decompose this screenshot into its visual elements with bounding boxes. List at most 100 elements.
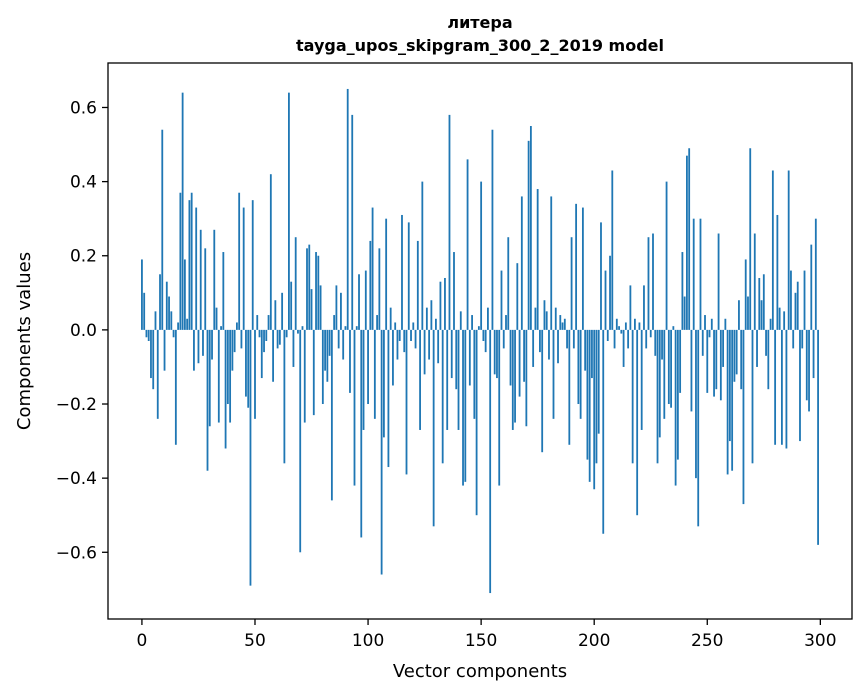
bar-72 — [303, 329, 306, 423]
bar-30 — [208, 329, 211, 427]
bar-168 — [520, 196, 523, 330]
bar-150 — [480, 181, 483, 330]
bar-52 — [258, 329, 261, 338]
bar-179 — [545, 311, 548, 330]
bar-112 — [394, 322, 397, 330]
bar-241 — [686, 155, 688, 330]
bar-159 — [500, 270, 503, 330]
bar-294 — [805, 329, 808, 401]
bar-270 — [751, 329, 754, 464]
bar-237 — [676, 329, 679, 460]
bar-263 — [735, 329, 738, 375]
bar-288 — [792, 329, 795, 349]
bar-184 — [557, 329, 559, 364]
bar-103 — [373, 329, 376, 419]
bar-283 — [780, 329, 783, 445]
bar-109 — [387, 329, 390, 468]
bar-69 — [297, 329, 299, 334]
x-axis-ticks: 0 50 100 150 200 250 300 — [137, 619, 837, 651]
x-tick-label: 0 — [137, 631, 148, 651]
bar-70 — [299, 329, 302, 553]
bar-24 — [195, 207, 198, 330]
bar-211 — [618, 326, 620, 330]
bar-67 — [292, 329, 295, 367]
bar-219 — [636, 329, 639, 516]
bar-189 — [568, 329, 571, 445]
bar-75 — [310, 289, 313, 330]
bar-157 — [496, 329, 498, 379]
bar-121 — [414, 329, 417, 349]
bar-180 — [548, 329, 550, 360]
bar-47 — [247, 329, 250, 408]
bar-204 — [602, 329, 605, 534]
bar-13 — [170, 311, 173, 330]
bar-153 — [487, 307, 489, 330]
bar-282 — [778, 307, 781, 330]
bar-44 — [240, 329, 243, 349]
bar-71 — [301, 326, 304, 330]
bar-55 — [265, 329, 268, 341]
bar-267 — [744, 259, 747, 330]
bar-160 — [502, 329, 505, 349]
bar-209 — [613, 329, 616, 349]
bar-123 — [419, 329, 421, 430]
y-tick-label: −0.4 — [56, 469, 97, 489]
bar-87 — [337, 329, 340, 349]
bar-56 — [267, 315, 270, 330]
bar-243 — [690, 329, 693, 412]
bar-248 — [701, 329, 704, 356]
bar-6 — [154, 311, 157, 330]
bar-110 — [389, 307, 392, 330]
bar-26 — [199, 229, 202, 330]
y-tick-label: 0.4 — [70, 173, 97, 193]
bar-2 — [145, 329, 148, 338]
bar-60 — [276, 329, 279, 349]
x-tick-label: 150 — [465, 631, 497, 651]
bar-275 — [762, 274, 765, 330]
bar-11 — [165, 281, 168, 330]
bar-194 — [579, 329, 582, 419]
bar-273 — [758, 277, 761, 330]
bar-181 — [550, 196, 553, 330]
bar-16 — [177, 322, 180, 330]
bar-54 — [263, 329, 265, 353]
bar-228 — [656, 329, 659, 464]
bar-25 — [197, 329, 200, 364]
bar-183 — [554, 307, 557, 330]
bar-196 — [584, 329, 587, 371]
bar-141 — [459, 311, 462, 330]
bar-36 — [222, 252, 225, 330]
bar-41 — [233, 329, 236, 353]
bar-151 — [482, 329, 485, 341]
bar-155 — [491, 129, 494, 330]
bar-290 — [796, 281, 799, 330]
x-tick-label: 50 — [244, 631, 266, 651]
bar-142 — [462, 329, 464, 486]
bar-28 — [204, 248, 207, 330]
bar-271 — [753, 233, 756, 330]
bar-128 — [430, 300, 433, 330]
bar-122 — [416, 240, 419, 330]
bar-165 — [514, 329, 516, 423]
bar-136 — [448, 114, 451, 330]
bar-4 — [150, 329, 152, 379]
bar-201 — [595, 329, 598, 464]
bar-82 — [326, 329, 329, 382]
bar-235 — [672, 326, 675, 330]
bar-96 — [358, 274, 360, 330]
bar-3 — [147, 329, 150, 341]
bar-268 — [747, 296, 749, 330]
bar-64 — [285, 329, 288, 338]
bar-48 — [249, 329, 252, 586]
bar-83 — [328, 329, 331, 356]
bar-129 — [432, 329, 435, 527]
bar-260 — [728, 329, 731, 442]
bar-222 — [643, 285, 645, 330]
bar-68 — [294, 237, 297, 330]
bar-215 — [627, 329, 630, 349]
bar-59 — [274, 300, 277, 330]
bar-90 — [344, 326, 347, 330]
bar-34 — [217, 329, 220, 423]
bar-257 — [722, 329, 725, 367]
bar-174 — [534, 307, 537, 330]
